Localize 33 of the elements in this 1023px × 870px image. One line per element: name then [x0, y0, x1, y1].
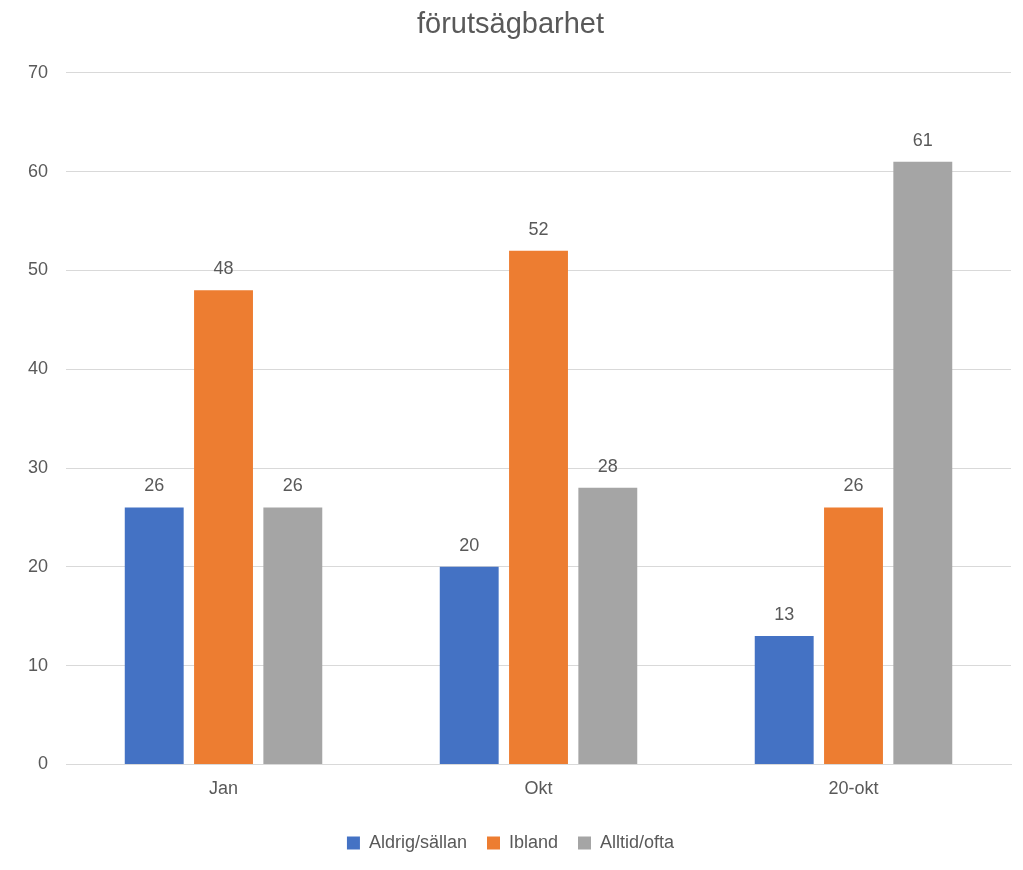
bar	[194, 290, 253, 764]
x-tick-label: Okt	[524, 778, 553, 799]
y-tick-label: 70	[27, 61, 49, 82]
data-label: 26	[843, 475, 864, 496]
data-label: 20	[459, 534, 480, 555]
chart-title: förutsägbarhet	[416, 7, 605, 40]
bar	[893, 161, 953, 764]
y-tick-label: 10	[27, 654, 49, 675]
bar	[578, 487, 638, 764]
bar	[509, 250, 568, 764]
bar	[263, 507, 323, 764]
data-label: 61	[912, 129, 933, 150]
y-tick-label: 50	[27, 259, 49, 280]
x-tick-label: 20-okt	[828, 778, 879, 799]
data-label: 26	[144, 475, 165, 496]
y-tick-label: 0	[38, 753, 49, 774]
y-tick-label: 20	[27, 555, 49, 576]
legend-label: Aldrig/sällan	[368, 831, 467, 852]
data-label: 48	[213, 258, 234, 279]
data-label: 26	[282, 475, 303, 496]
y-tick-label: 60	[27, 160, 49, 181]
y-tick-label: 30	[27, 456, 49, 477]
bar	[439, 566, 499, 764]
y-tick-label: 40	[27, 358, 49, 379]
legend-label: Ibland	[508, 831, 559, 852]
data-label: 28	[597, 455, 618, 476]
data-label: 52	[528, 218, 549, 239]
bar	[824, 507, 883, 764]
legend-label: Alltid/ofta	[600, 831, 676, 852]
x-tick-label: Jan	[209, 778, 239, 799]
bar	[124, 507, 184, 764]
data-label: 13	[774, 603, 795, 624]
bar	[754, 635, 814, 764]
